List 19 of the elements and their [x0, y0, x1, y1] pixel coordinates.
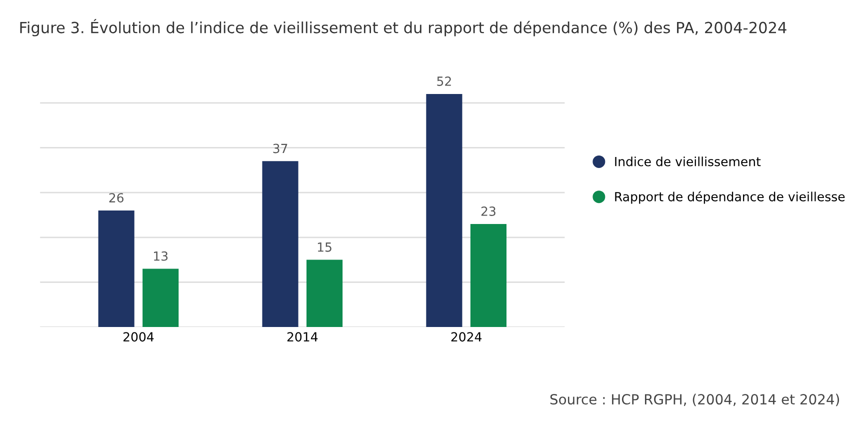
data-label: 52 [437, 76, 451, 86]
bar [98, 210, 134, 328]
x-tick-label: 2024 [451, 332, 482, 342]
legend-label: Rapport de dépendance de vieillesse [615, 191, 845, 204]
x-tick-label: 2004 [123, 332, 154, 342]
data-label: 23 [481, 206, 496, 216]
data-label: 37 [273, 144, 288, 154]
x-tick-label: 2014 [287, 332, 318, 342]
bar [262, 161, 298, 328]
legend-label: Indice de vieillissement [615, 156, 761, 166]
bar [470, 224, 506, 328]
data-label: 15 [318, 242, 332, 252]
bar [306, 260, 343, 328]
bar [142, 268, 179, 328]
data-label: 26 [109, 193, 124, 203]
bar [426, 94, 462, 328]
data-label: 13 [154, 251, 168, 261]
chart-title: Figure 3. Évolution de l’indice de vieillissement et du rapport de dépendance (%) des PA, 2004-2024 [20, 18, 786, 36]
source-note: Source : HCP RGPH, (2004, 2014 et 2024) [550, 394, 840, 406]
